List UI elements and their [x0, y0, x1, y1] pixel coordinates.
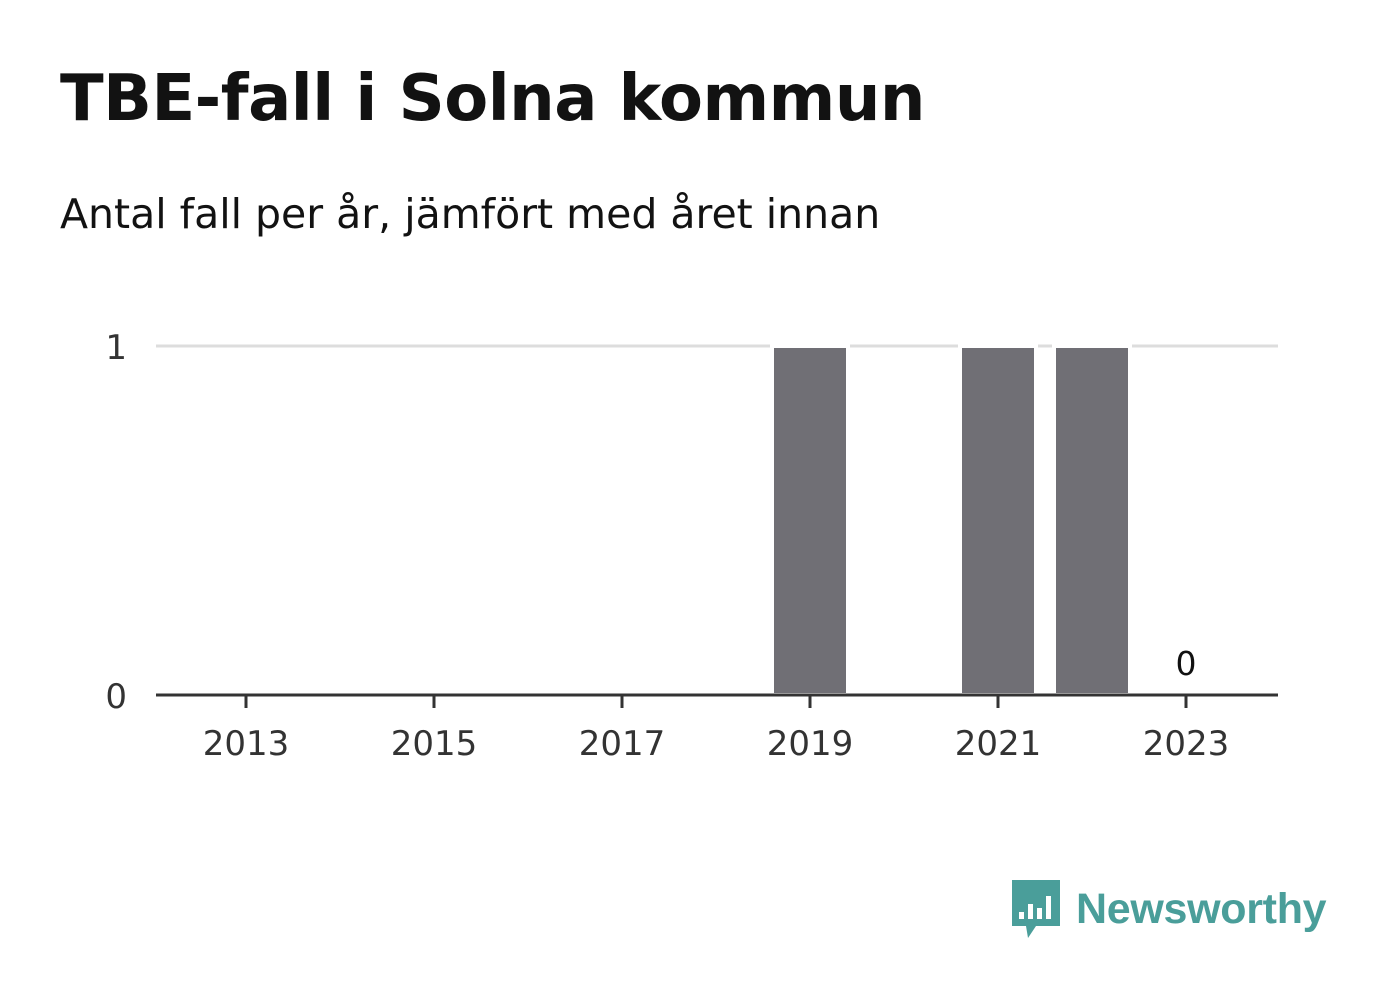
- bar: [770, 344, 850, 697]
- newsworthy-logo-text: Newsworthy: [1076, 884, 1327, 933]
- newsworthy-logo: Newsworthy: [1010, 878, 1327, 940]
- bar-chart: 0 1 2013 2015 2017 2019 2021 2023 0: [105, 328, 1278, 764]
- chart-subtitle: Antal fall per år, jämfört med året inna…: [60, 190, 881, 238]
- x-tick-label: 2023: [1143, 724, 1230, 764]
- data-label: 0: [1176, 644, 1197, 683]
- y-tick-label: 0: [105, 677, 127, 717]
- bar-chart-speech-bubble-icon: [1012, 880, 1060, 938]
- bar: [958, 344, 1038, 697]
- y-tick-label: 1: [105, 328, 127, 368]
- x-tick-label: 2017: [579, 724, 666, 764]
- x-tick-label: 2021: [955, 724, 1042, 764]
- chart-title: TBE-fall i Solna kommun: [60, 62, 925, 136]
- x-tick-label: 2019: [767, 724, 854, 764]
- x-tick-label: 2013: [203, 724, 290, 764]
- x-tick-label: 2015: [391, 724, 478, 764]
- bar: [1052, 344, 1132, 697]
